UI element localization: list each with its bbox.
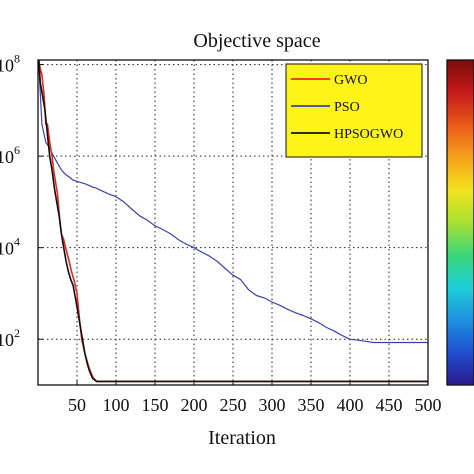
y-tick-label: 108 bbox=[0, 52, 20, 76]
legend-label-hpsogwo: HPSOGWO bbox=[334, 127, 403, 142]
legend-label-pso: PSO bbox=[334, 100, 360, 115]
series-line-pso bbox=[38, 64, 428, 344]
x-tick-labels: 50 100 150 200 250 300 350 400 450 500 bbox=[68, 380, 442, 415]
x-tick-label: 300 bbox=[259, 395, 286, 415]
x-tick-label: 100 bbox=[103, 395, 130, 415]
y-tick-label: 104 bbox=[0, 235, 20, 259]
legend: GWO PSO HPSOGWO bbox=[285, 63, 423, 158]
y-tick-labels: 108 106 104 102 bbox=[0, 52, 43, 350]
colorbar-gradient bbox=[446, 59, 474, 386]
chart-title: Objective space bbox=[193, 30, 320, 52]
x-tick-label: 500 bbox=[415, 395, 442, 415]
x-tick-label: 350 bbox=[298, 395, 325, 415]
x-axis-label: Iteration bbox=[208, 427, 276, 449]
x-tick-label: 50 bbox=[68, 395, 86, 415]
series-layer bbox=[38, 59, 428, 383]
x-tick-label: 200 bbox=[181, 395, 208, 415]
x-tick-label: 150 bbox=[142, 395, 169, 415]
colorbar bbox=[446, 59, 474, 386]
x-tick-label: 400 bbox=[337, 395, 364, 415]
x-tick-label: 250 bbox=[220, 395, 247, 415]
legend-label-gwo: GWO bbox=[334, 73, 367, 88]
y-tick-label: 106 bbox=[0, 143, 20, 167]
x-tick-label: 450 bbox=[376, 395, 403, 415]
series-line-hpsogwo bbox=[38, 59, 428, 383]
y-tick-label: 102 bbox=[0, 326, 20, 350]
